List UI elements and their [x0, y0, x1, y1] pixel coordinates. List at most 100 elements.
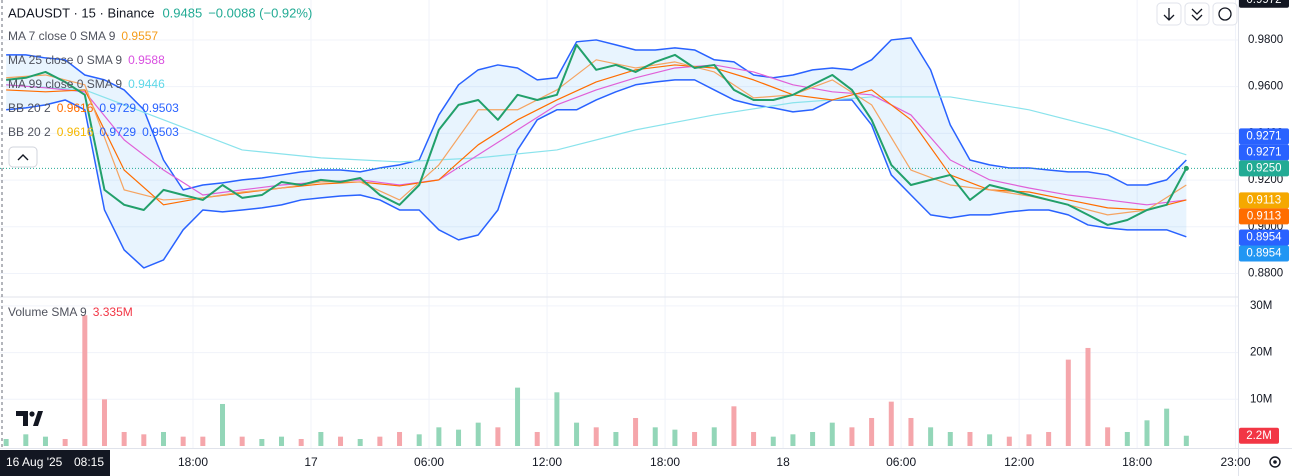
volume-bar [672, 429, 678, 446]
volume-bar [869, 417, 875, 446]
volume-bar [436, 427, 442, 446]
price-line [6, 43, 1188, 226]
x-tick-label: 23:00 [1220, 455, 1250, 469]
y-tick-label: 0.9200 [1248, 174, 1283, 186]
volume-bar [731, 406, 737, 446]
price-badge [1239, 128, 1289, 145]
time-cursor: 16 Aug '25 08:15 [0, 450, 110, 476]
volume-badge [1239, 427, 1279, 444]
x-tick-label: 06:00 [414, 455, 444, 469]
volume-legend-label: Volume SMA 9 [8, 305, 87, 319]
last-point [1183, 165, 1189, 171]
gear-button[interactable] [1269, 456, 1281, 468]
x-tick-label: 06:00 [886, 455, 916, 469]
volume-bar [1105, 427, 1111, 446]
volume-bar [928, 427, 934, 446]
price-badge [1239, 229, 1289, 246]
volume-bar [1124, 431, 1130, 446]
volume-bar [1144, 420, 1150, 446]
x-tick-label: 17 [304, 455, 318, 469]
axes: 18:00 17 06:00 12:00 18:00 18 06:00 12:00 18:00 2… [178, 0, 1289, 469]
price-badge-label: 0.9972 [1246, 0, 1281, 6]
logo-part [29, 411, 35, 417]
volume-bar [770, 436, 776, 446]
price-badge-label: 0.9271 [1246, 146, 1281, 158]
y-tick-label: 0.9800 [1248, 34, 1283, 46]
y-tick-label: 20M [1250, 347, 1272, 359]
legend-label: MA 25 close 0 SMA 9 [8, 53, 122, 67]
collapse-button-box[interactable] [8, 146, 38, 168]
volume-bar [810, 431, 816, 446]
volume-badge-label: 2.2M [1246, 430, 1272, 442]
cursor-date: 16 Aug '25 [6, 455, 63, 469]
volume-bar [82, 315, 88, 446]
price-badge-label: 0.8954 [1246, 232, 1282, 244]
cursor-time: 08:15 [74, 455, 104, 469]
x-tick-label: 18:00 [178, 455, 208, 469]
legend-label: MA 99 close 0 SMA 9 [8, 77, 122, 91]
price-badge-label: 0.8954 [1246, 248, 1282, 260]
volume-bar [1164, 408, 1170, 446]
volume-bar [3, 438, 9, 446]
y-tick-label: 0.9600 [1248, 81, 1283, 93]
settings-button[interactable] [1212, 2, 1238, 26]
scroll-button[interactable] [1156, 2, 1182, 26]
tv-logo [16, 411, 43, 426]
volume-bar [279, 436, 285, 446]
volume-bar [987, 434, 993, 446]
maximize-button[interactable] [1184, 2, 1210, 26]
volume-bar [515, 387, 521, 446]
volume-bar [180, 436, 186, 446]
volume-bar [220, 403, 226, 446]
logo-part [33, 411, 43, 426]
volume-bar [1183, 435, 1189, 446]
button-box[interactable] [1212, 2, 1238, 26]
grid [0, 0, 1238, 448]
legend-label: MA 7 close 0 SMA 9 [8, 29, 116, 43]
price-badge [1239, 245, 1289, 262]
collapse-button[interactable] [8, 146, 38, 168]
volume-bar [790, 434, 796, 446]
volume-bar [42, 436, 48, 446]
volume-bar [416, 434, 422, 446]
x-tick-label: 12:00 [532, 455, 562, 469]
symbol-title: ADAUSDT · 15 · Binance [8, 5, 154, 20]
chevrons-icon [1191, 8, 1203, 21]
volume-bar [613, 431, 619, 446]
volume-bar [377, 436, 383, 446]
volume-bar [908, 417, 914, 446]
collapse-icon [17, 154, 29, 161]
price-pane [0, 37, 1238, 269]
y-tick-label: 0.8800 [1248, 268, 1283, 280]
price-badge-label: 0.9113 [1247, 194, 1281, 206]
volume-bar [947, 431, 953, 446]
volume-bar [141, 434, 147, 446]
bollinger-fill [6, 37, 1187, 268]
indicator-line [6, 84, 1187, 163]
legend: ADAUSDT · 15 · Binance 0.9485 −0.0088 (−… [8, 5, 312, 319]
volume-bar [397, 431, 403, 446]
indicator-line [6, 37, 1187, 191]
price-badge [1239, 160, 1289, 177]
gear-center [1273, 460, 1277, 464]
volume-bar [239, 436, 245, 446]
indicator-line [6, 64, 1187, 206]
legend-value: 0.9616 [57, 125, 94, 139]
indicator-line [6, 79, 1187, 269]
x-tick-label: 18:00 [1122, 455, 1152, 469]
price-badge [1239, 144, 1289, 161]
gear-icon[interactable] [1269, 456, 1281, 468]
legend-label: BB 20 2 [8, 101, 51, 115]
x-tick-label: 18:00 [650, 455, 680, 469]
price-badge-label: 0.9113 [1247, 210, 1281, 222]
volume-bar [62, 438, 68, 446]
volume-bar [652, 427, 658, 446]
volume-bar [534, 431, 540, 446]
volume-bar [1065, 359, 1071, 446]
y-tick-label: 30M [1250, 300, 1272, 312]
volume-bar [200, 436, 206, 446]
volume-bar [121, 431, 127, 446]
volume-bar [967, 431, 973, 446]
volume-bar [1026, 434, 1032, 446]
